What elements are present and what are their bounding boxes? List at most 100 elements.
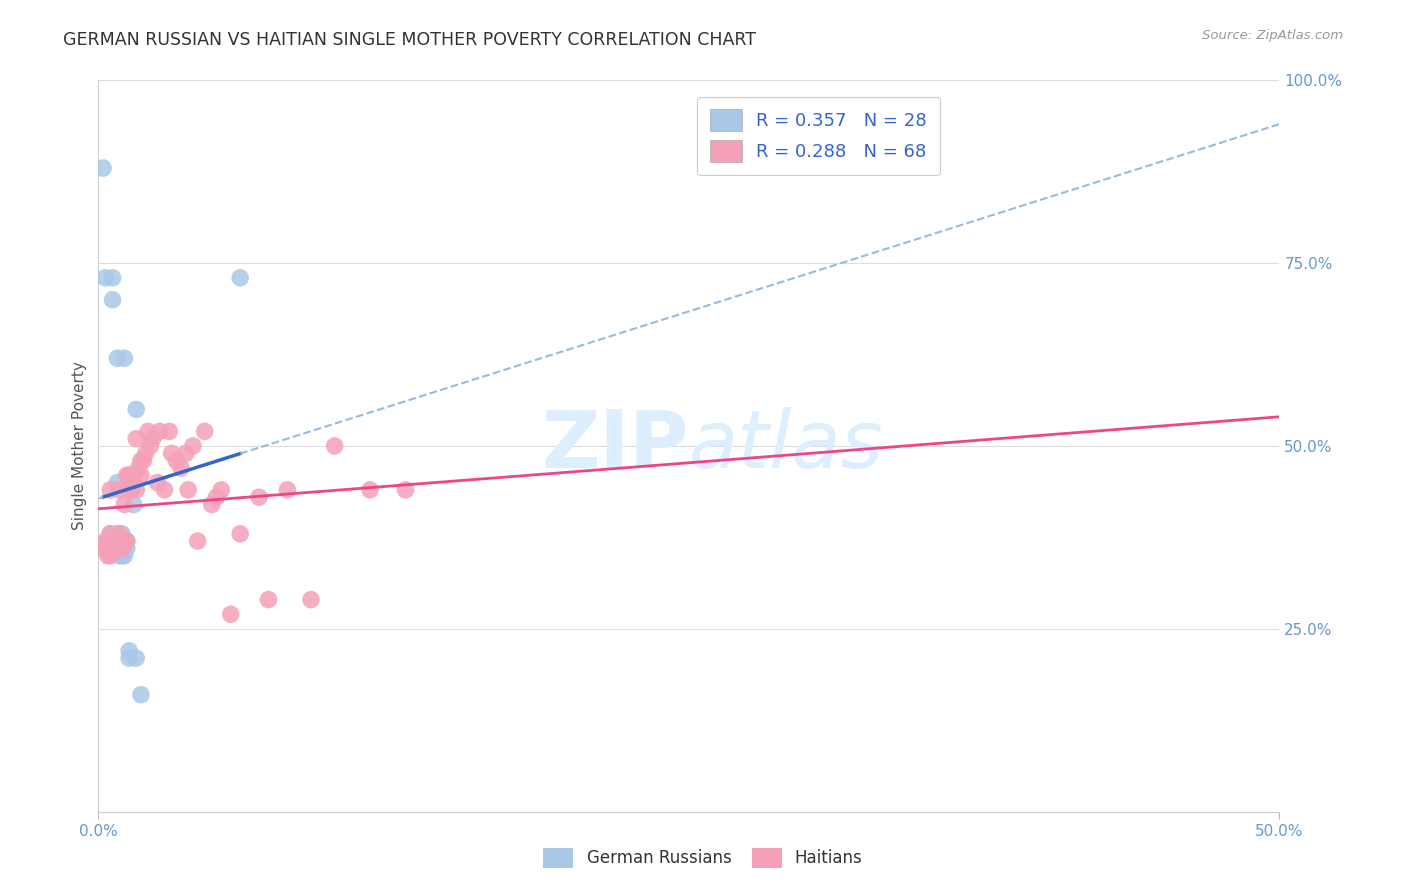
Legend: R = 0.357   N = 28, R = 0.288   N = 68: R = 0.357 N = 28, R = 0.288 N = 68	[697, 96, 939, 175]
Point	[115, 534, 138, 549]
Point	[91, 161, 114, 175]
Point	[229, 526, 252, 541]
Point	[157, 425, 180, 439]
Point	[125, 402, 148, 417]
Point	[160, 446, 183, 460]
Point	[115, 541, 138, 556]
Point	[299, 592, 322, 607]
Point	[118, 651, 141, 665]
Point	[118, 475, 141, 490]
Point	[177, 483, 200, 497]
Point	[108, 541, 131, 556]
Point	[118, 483, 141, 497]
Point	[118, 644, 141, 658]
Point	[181, 439, 204, 453]
Point	[112, 351, 135, 366]
Point	[104, 541, 127, 556]
Point	[105, 351, 128, 366]
Text: GERMAN RUSSIAN VS HAITIAN SINGLE MOTHER POVERTY CORRELATION CHART: GERMAN RUSSIAN VS HAITIAN SINGLE MOTHER …	[63, 31, 756, 49]
Point	[136, 425, 159, 439]
Text: Source: ZipAtlas.com: Source: ZipAtlas.com	[1202, 29, 1343, 42]
Point	[98, 526, 121, 541]
Point	[108, 483, 131, 497]
Point	[174, 446, 197, 460]
Point	[201, 498, 224, 512]
Point	[111, 541, 134, 556]
Point	[153, 483, 176, 497]
Point	[104, 534, 127, 549]
Point	[105, 541, 128, 556]
Point	[118, 468, 141, 483]
Point	[97, 549, 120, 563]
Point	[98, 483, 121, 497]
Point	[101, 541, 124, 556]
Point	[94, 534, 117, 549]
Point	[128, 461, 150, 475]
Point	[108, 534, 131, 549]
Point	[108, 526, 131, 541]
Point	[111, 541, 134, 556]
Point	[97, 534, 120, 549]
Point	[132, 453, 155, 467]
Point	[112, 534, 135, 549]
Point	[219, 607, 242, 622]
Point	[91, 541, 114, 556]
Point	[115, 534, 138, 549]
Point	[139, 439, 162, 453]
Point	[276, 483, 298, 497]
Point	[121, 468, 143, 483]
Point	[112, 498, 135, 512]
Point	[112, 549, 135, 563]
Point	[111, 534, 134, 549]
Point	[105, 541, 128, 556]
Point	[142, 432, 165, 446]
Point	[94, 541, 117, 556]
Point	[104, 541, 127, 556]
Point	[135, 446, 157, 460]
Point	[121, 483, 143, 497]
Point	[146, 475, 169, 490]
Point	[108, 549, 131, 563]
Y-axis label: Single Mother Poverty: Single Mother Poverty	[72, 361, 87, 531]
Point	[122, 475, 145, 490]
Point	[122, 498, 145, 512]
Point	[94, 270, 117, 285]
Point	[122, 468, 145, 483]
Point	[101, 534, 124, 549]
Point	[229, 270, 252, 285]
Point	[165, 453, 187, 467]
Point	[98, 549, 121, 563]
Point	[105, 534, 128, 549]
Point	[359, 483, 381, 497]
Legend: German Russians, Haitians: German Russians, Haitians	[537, 841, 869, 875]
Point	[111, 526, 134, 541]
Point	[129, 453, 152, 467]
Point	[257, 592, 280, 607]
Point	[170, 461, 193, 475]
Point	[125, 483, 148, 497]
Point	[105, 526, 128, 541]
Point	[125, 651, 148, 665]
Point	[149, 425, 172, 439]
Point	[194, 425, 217, 439]
Point	[105, 475, 128, 490]
Point	[111, 541, 134, 556]
Point	[129, 688, 152, 702]
Point	[125, 432, 148, 446]
Point	[115, 468, 138, 483]
Point	[111, 549, 134, 563]
Point	[205, 490, 228, 504]
Point	[209, 483, 232, 497]
Point	[187, 534, 209, 549]
Point	[111, 541, 134, 556]
Point	[247, 490, 270, 504]
Point	[108, 541, 131, 556]
Point	[101, 270, 124, 285]
Text: ZIP: ZIP	[541, 407, 689, 485]
Point	[104, 541, 127, 556]
Text: atlas: atlas	[689, 407, 884, 485]
Point	[98, 526, 121, 541]
Point	[129, 468, 152, 483]
Point	[323, 439, 346, 453]
Point	[101, 293, 124, 307]
